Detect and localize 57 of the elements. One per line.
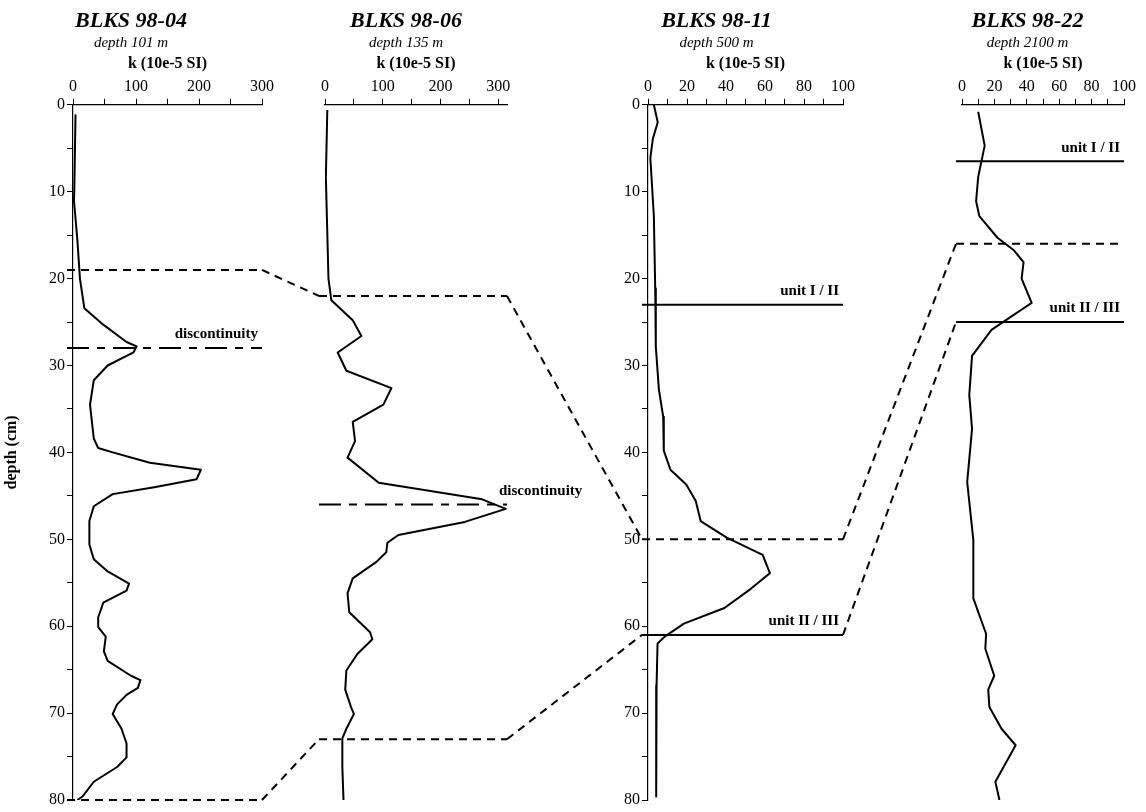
x-tick-label: 80 xyxy=(1083,77,1100,95)
x-tick-label: 60 xyxy=(757,77,773,95)
x-axis-title: k (10e-5 SI) xyxy=(127,54,208,73)
x-tick-label: 200 xyxy=(187,77,211,95)
y-tick-label: 40 xyxy=(49,442,65,460)
chart-title: BLKS 98-22 xyxy=(970,6,1084,32)
y-tick-label: 50 xyxy=(49,529,65,547)
x-tick-label: 100 xyxy=(831,77,855,95)
ref-line-label: discontinuity xyxy=(499,481,583,498)
x-tick-label: 40 xyxy=(1018,77,1035,95)
y-tick-label: 30 xyxy=(49,355,65,373)
chart-subtitle: depth 135 m xyxy=(368,34,444,51)
x-tick-label: 300 xyxy=(250,77,274,95)
x-tick-label: 0 xyxy=(321,77,329,95)
x-tick-label: 100 xyxy=(1112,77,1136,95)
y-tick-label: 80 xyxy=(49,790,65,808)
x-tick-label: 0 xyxy=(958,77,966,95)
x-tick-label: 20 xyxy=(986,77,1003,95)
ref-line-label: unit II / III xyxy=(768,612,840,629)
chart-title: BLKS 98-06 xyxy=(349,6,462,32)
y-tick-label: 20 xyxy=(49,268,65,286)
y-tick-label: 20 xyxy=(624,268,640,286)
chart-title: BLKS 98-04 xyxy=(74,6,187,32)
x-tick-label: 100 xyxy=(370,77,395,95)
x-axis-title: k (10e-5 SI) xyxy=(705,54,786,73)
ref-line-label: unit I / II xyxy=(1061,138,1121,155)
y-tick-label: 10 xyxy=(624,181,640,199)
y-tick-label: 60 xyxy=(624,616,640,634)
x-tick-label: 0 xyxy=(644,77,652,95)
ref-line-label: unit I / II xyxy=(780,282,840,299)
chart-subtitle: depth 500 m xyxy=(679,34,754,51)
y-tick-label: 30 xyxy=(624,355,640,373)
y-tick-label: 10 xyxy=(49,181,65,199)
x-tick-label: 0 xyxy=(69,77,77,95)
y-axis-title: depth (cm) xyxy=(1,415,20,490)
y-tick-label: 0 xyxy=(57,95,65,112)
y-tick-label: 70 xyxy=(624,703,640,721)
chart-subtitle: depth 2100 m xyxy=(986,34,1069,51)
y-tick-label: 60 xyxy=(49,616,65,634)
chart-title: BLKS 98-11 xyxy=(660,6,772,32)
y-tick-label: 80 xyxy=(624,790,640,808)
x-tick-label: 200 xyxy=(428,77,453,95)
x-tick-label: 20 xyxy=(679,77,695,95)
chart-subtitle: depth 101 m xyxy=(93,34,169,51)
ref-line-label: discontinuity xyxy=(174,325,259,342)
ref-line-label: unit II / III xyxy=(1049,299,1121,316)
x-axis-title: k (10e-5 SI) xyxy=(376,54,456,73)
y-tick-label: 50 xyxy=(624,529,640,547)
x-axis-title: k (10e-5 SI) xyxy=(1003,54,1083,73)
x-tick-label: 80 xyxy=(796,77,812,95)
x-tick-label: 100 xyxy=(124,77,148,95)
x-tick-label: 60 xyxy=(1051,77,1068,95)
y-tick-label: 0 xyxy=(632,95,640,112)
x-tick-label: 300 xyxy=(486,77,511,95)
x-tick-label: 40 xyxy=(718,77,734,95)
y-tick-label: 70 xyxy=(49,703,65,721)
y-tick-label: 40 xyxy=(624,442,640,460)
